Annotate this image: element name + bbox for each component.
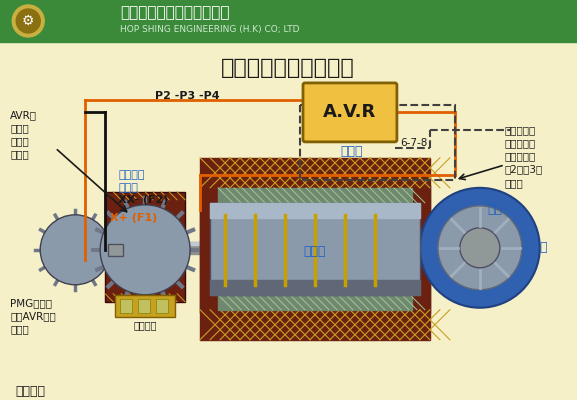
- Circle shape: [100, 205, 190, 295]
- Text: 整流模块: 整流模块: [133, 320, 157, 330]
- Bar: [300, 105, 455, 180]
- Bar: [115, 295, 175, 317]
- Bar: [210, 280, 420, 295]
- Text: 发电机基本结构和电路: 发电机基本结构和电路: [221, 58, 355, 78]
- Text: AVR输
出直流
电给励
磁定子: AVR输 出直流 电给励 磁定子: [10, 110, 38, 160]
- Bar: [412, 188, 430, 310]
- Circle shape: [438, 206, 522, 290]
- Bar: [200, 158, 430, 188]
- Bar: [0, 0, 577, 42]
- Bar: [156, 299, 168, 313]
- Text: PMG提供电
源给AVR（安
装时）: PMG提供电 源给AVR（安 装时）: [10, 298, 56, 334]
- Text: A.V.R: A.V.R: [323, 104, 377, 122]
- Circle shape: [12, 5, 44, 37]
- Text: 合成工程（香港）有限公司: 合成工程（香港）有限公司: [120, 6, 230, 20]
- Bar: [218, 188, 412, 203]
- Circle shape: [420, 188, 540, 308]
- Text: XX- (F2): XX- (F2): [118, 195, 168, 205]
- Text: 轴: 轴: [540, 241, 548, 254]
- Text: 主转子: 主转子: [304, 245, 326, 258]
- Text: ⚙: ⚙: [22, 14, 35, 28]
- Text: 轴承: 轴承: [488, 203, 503, 216]
- Text: P2 -P3 -P4: P2 -P3 -P4: [155, 91, 220, 101]
- Bar: [60, 242, 530, 245]
- Bar: [200, 310, 430, 340]
- Bar: [200, 188, 218, 310]
- Circle shape: [460, 228, 500, 268]
- Bar: [60, 242, 530, 254]
- Text: 从主定子来
的交流电源
和传感信号
（2相或3相
感应）: 从主定子来 的交流电源 和传感信号 （2相或3相 感应）: [505, 125, 543, 188]
- Text: HOP SHING ENGINEERING (H.K) CO; LTD: HOP SHING ENGINEERING (H.K) CO; LTD: [120, 26, 299, 34]
- Text: 励磁转子
和定子: 励磁转子 和定子: [118, 170, 145, 193]
- Bar: [105, 192, 185, 302]
- Bar: [210, 203, 420, 295]
- FancyBboxPatch shape: [303, 83, 397, 142]
- Text: 主定子: 主定子: [340, 145, 362, 158]
- Bar: [0, 42, 577, 400]
- Text: 6-7-8: 6-7-8: [400, 138, 428, 148]
- Bar: [200, 185, 218, 313]
- Circle shape: [40, 215, 110, 285]
- Bar: [138, 299, 150, 313]
- Bar: [120, 299, 132, 313]
- Text: 内部培训: 内部培训: [15, 385, 45, 398]
- Circle shape: [16, 9, 40, 33]
- Bar: [210, 203, 420, 218]
- Text: X+ (F1): X+ (F1): [110, 213, 158, 223]
- Bar: [108, 244, 123, 256]
- Bar: [218, 295, 412, 310]
- Bar: [412, 185, 430, 313]
